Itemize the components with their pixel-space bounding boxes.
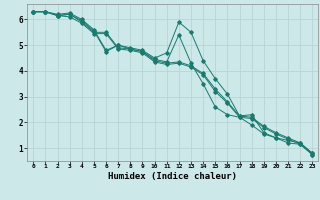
X-axis label: Humidex (Indice chaleur): Humidex (Indice chaleur) — [108, 172, 237, 181]
